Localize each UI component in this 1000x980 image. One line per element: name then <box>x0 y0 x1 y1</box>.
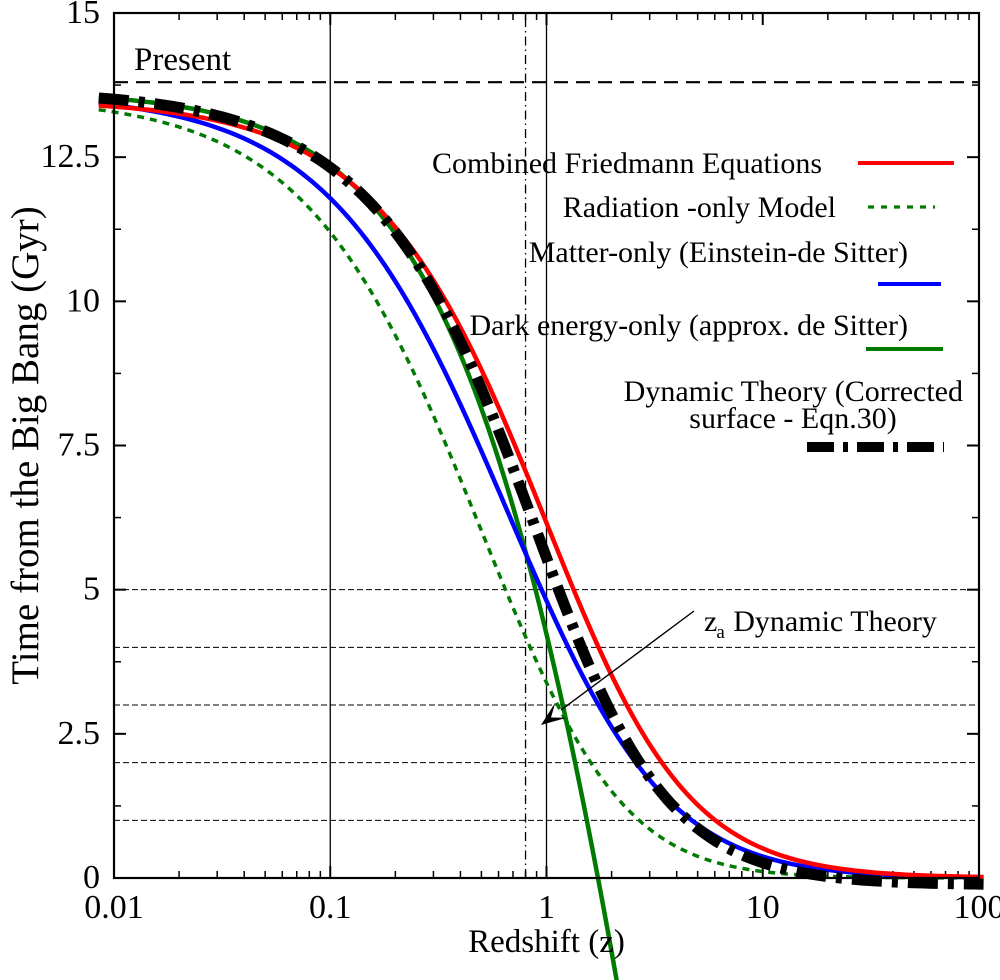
svg-text:Present: Present <box>134 42 231 78</box>
svg-text:surface - Eqn.30): surface - Eqn.30) <box>689 402 896 435</box>
svg-text:Radiation -only Model: Radiation -only Model <box>563 191 836 224</box>
svg-text:0.01: 0.01 <box>84 889 144 926</box>
svg-text:0.1: 0.1 <box>309 889 352 926</box>
svg-text:Combined Friedmann Equations: Combined Friedmann Equations <box>432 147 822 180</box>
svg-text:5: 5 <box>83 571 100 608</box>
svg-text:za Dynamic Theory: za Dynamic Theory <box>704 605 937 643</box>
svg-text:15: 15 <box>66 0 100 31</box>
svg-text:100: 100 <box>954 889 1000 926</box>
svg-text:Time from the Big Bang (Gyr): Time from the Big Bang (Gyr) <box>4 206 47 684</box>
svg-text:12.5: 12.5 <box>41 138 101 175</box>
svg-text:Dark energy-only (approx. de S: Dark energy-only (approx. de Sitter) <box>470 309 908 342</box>
svg-text:1: 1 <box>538 889 555 926</box>
svg-text:7.5: 7.5 <box>58 427 101 464</box>
svg-text:10: 10 <box>66 282 100 319</box>
svg-text:10: 10 <box>746 889 780 926</box>
svg-text:2.5: 2.5 <box>58 715 101 752</box>
svg-text:Redshift (z): Redshift (z) <box>468 924 625 960</box>
svg-text:Matter-only (Einstein-de Sitte: Matter-only (Einstein-de Sitter) <box>529 236 908 269</box>
